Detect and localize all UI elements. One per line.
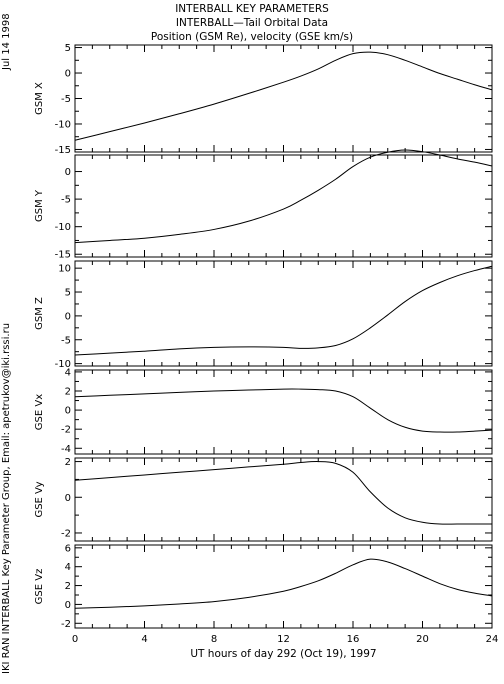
x-tick-label: 16 xyxy=(347,634,360,645)
y-tick-label: 4 xyxy=(65,562,71,573)
series-line xyxy=(74,149,493,244)
y-tick-label: -5 xyxy=(61,195,71,206)
y-axis-label: GSE Vz xyxy=(34,569,45,605)
series-line xyxy=(74,558,493,609)
y-axis-label: GSM Z xyxy=(34,297,45,330)
series-line xyxy=(74,461,492,525)
y-axis-label: GSM Y xyxy=(34,189,45,222)
x-tick-label: 0 xyxy=(72,634,78,645)
y-tick-label: -10 xyxy=(55,359,71,370)
y-tick-label: 0 xyxy=(65,167,71,178)
y-tick-label: -4 xyxy=(61,444,71,455)
chart-title: INTERBALL KEY PARAMETERS xyxy=(175,3,329,15)
y-tick-label: -10 xyxy=(55,222,71,233)
panel-frame xyxy=(74,544,493,629)
y-tick-label: 4 xyxy=(65,367,71,378)
y-tick-label: 2 xyxy=(65,387,71,398)
y-axis-label: GSE Vx xyxy=(34,394,45,430)
y-tick-label: 6 xyxy=(65,543,71,554)
y-tick-label: 0 xyxy=(65,311,71,322)
y-tick-label: -15 xyxy=(55,145,71,156)
y-tick-label: -2 xyxy=(61,619,71,630)
series-line xyxy=(74,388,493,433)
y-tick-label: 2 xyxy=(65,457,71,468)
x-axis-label: UT hours of day 292 (Oct 19), 1997 xyxy=(190,648,376,660)
panel-frame xyxy=(74,44,493,153)
panel-frame xyxy=(74,369,493,455)
y-axis-label: GSM X xyxy=(34,82,45,115)
y-tick-label: 0 xyxy=(65,69,71,80)
y-tick-label: 2 xyxy=(65,581,71,592)
panel-frame xyxy=(74,457,493,542)
series-line xyxy=(74,51,493,141)
y-tick-label: 0 xyxy=(65,406,71,417)
chart-subtitle-2: Position (GSM Re), velocity (GSE km/s) xyxy=(150,31,354,43)
series-line xyxy=(74,265,493,356)
x-tick-label: 4 xyxy=(141,634,147,645)
y-tick-label: 0 xyxy=(65,493,71,504)
chart-subtitle: INTERBALL—Tail Orbital Data xyxy=(175,17,329,29)
x-tick-label: 20 xyxy=(416,634,429,645)
y-tick-label: -2 xyxy=(61,528,71,539)
y-tick-label: 0 xyxy=(65,600,71,611)
y-tick-label: -10 xyxy=(55,119,71,130)
x-tick-label: 12 xyxy=(277,634,290,645)
y-tick-label: -5 xyxy=(61,335,71,346)
y-axis-label: GSE Vy xyxy=(34,481,45,517)
x-tick-label: 8 xyxy=(211,634,217,645)
y-tick-label: -5 xyxy=(61,94,71,105)
y-tick-label: 5 xyxy=(65,43,71,54)
y-tick-label: 10 xyxy=(58,264,71,275)
y-tick-label: -15 xyxy=(55,250,71,261)
panel-frame xyxy=(74,154,493,258)
y-tick-label: -2 xyxy=(61,425,71,436)
x-tick-label: 24 xyxy=(486,634,499,645)
panel-frame xyxy=(74,260,493,367)
y-tick-label: 5 xyxy=(65,288,71,299)
